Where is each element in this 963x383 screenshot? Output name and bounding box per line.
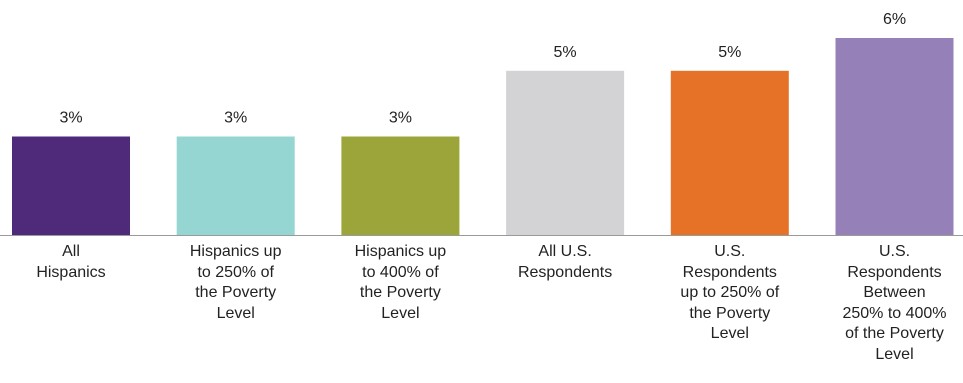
category-label-line: to 250% of — [197, 263, 274, 281]
bar-value-label: 5% — [554, 44, 577, 61]
bar-value-label: 3% — [59, 110, 82, 127]
category-label-line: Hispanics — [36, 263, 106, 281]
bar-value-label: 3% — [389, 110, 412, 127]
bar-6 — [835, 38, 954, 235]
category-label-line: Respondents — [847, 263, 942, 281]
category-label-line: the Poverty — [195, 284, 277, 301]
category-label: Hispanics up to 400% of the Poverty Level — [320, 242, 480, 324]
bar-2 — [176, 136, 295, 235]
bar-5 — [670, 70, 789, 235]
category-label: All Hispanics — [0, 242, 151, 283]
category-label-line: Between — [863, 284, 926, 301]
category-label-line: Respondents — [682, 263, 777, 281]
category-label-line: Respondents — [517, 263, 613, 281]
category-label-line: Hispanics up — [354, 243, 447, 260]
bar-4 — [506, 70, 625, 235]
category-label-line: the Poverty — [359, 284, 441, 301]
category-label-line: Level — [875, 345, 914, 363]
category-label-line: up to 250% of — [680, 284, 780, 301]
category-label: U.S. Respondents up to 250% of the Poverty L… — [650, 242, 810, 345]
category-label-line: Level — [381, 304, 420, 322]
category-label-line: All — [62, 243, 80, 260]
bar-value-label: 5% — [718, 44, 741, 61]
bar-3 — [341, 136, 460, 235]
category-label-line: Level — [710, 325, 749, 342]
category-label-line: 250% to 400% — [842, 304, 947, 322]
bar-value-label: 6% — [883, 11, 906, 28]
category-label-line: U.S. — [714, 243, 746, 260]
category-label-line: All U.S. — [538, 243, 592, 260]
category-label-line: U.S. — [878, 243, 911, 260]
bar-value-label: 3% — [224, 110, 247, 127]
category-label-line: Hispanics up — [189, 243, 282, 260]
category-label: Hispanics up to 250% of the Poverty Level — [156, 242, 316, 324]
category-label-line: to 400% of — [362, 263, 439, 281]
category-label: All U.S. Respondents — [485, 242, 645, 283]
category-label: U.S. Respondents Between 250% to 400% of the… — [815, 242, 963, 365]
category-label-line: the Poverty — [689, 304, 771, 322]
bar-1 — [12, 136, 130, 235]
category-label-line: of the Poverty — [845, 325, 944, 342]
category-label-line: Level — [216, 304, 255, 322]
